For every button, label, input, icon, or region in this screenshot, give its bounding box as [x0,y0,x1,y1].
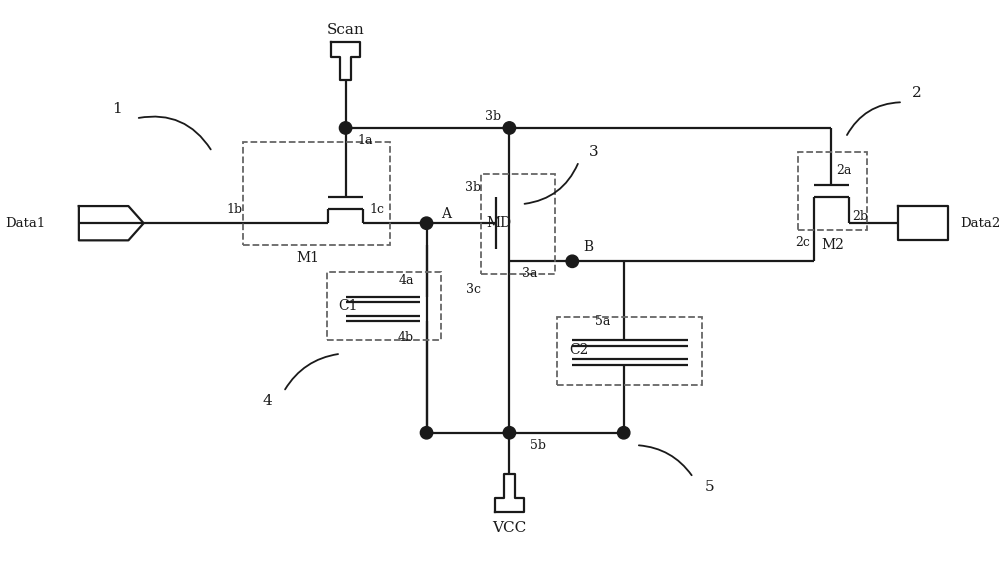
Text: 3b: 3b [485,110,501,123]
Text: 1: 1 [112,102,122,116]
Bar [243,142,390,245]
Text: 3a: 3a [522,267,537,280]
Text: 1a: 1a [357,134,373,147]
Text: C1: C1 [338,299,357,313]
Text: 4a: 4a [399,274,414,287]
Text: 2c: 2c [796,236,810,249]
Text: B: B [584,240,594,254]
Text: Scan: Scan [327,23,364,37]
Text: M2: M2 [822,238,845,252]
Text: 3c: 3c [466,283,481,296]
Text: 5a: 5a [595,315,610,328]
Text: 5: 5 [705,480,714,494]
Circle shape [420,217,433,229]
Text: 1c: 1c [369,204,384,216]
Text: 2b: 2b [852,210,868,223]
Text: M1: M1 [296,251,319,266]
Bar [557,317,702,385]
Text: Data1: Data1 [5,217,46,229]
Text: MD: MD [487,216,512,230]
Text: 5b: 5b [530,439,546,451]
Circle shape [339,122,352,134]
Bar [798,152,867,230]
Bar [327,272,441,340]
Text: C2: C2 [569,343,589,357]
Text: 4: 4 [263,394,272,408]
Text: VCC: VCC [492,521,527,535]
Bar [481,174,555,274]
Text: Data2: Data2 [960,217,1000,229]
Text: 1b: 1b [227,204,243,216]
Text: 2: 2 [912,86,922,99]
Circle shape [503,427,516,439]
Circle shape [618,427,630,439]
Text: A: A [441,206,451,221]
Circle shape [566,255,578,267]
Circle shape [420,427,433,439]
Text: 3b: 3b [465,181,481,194]
Circle shape [503,122,516,134]
Text: 4b: 4b [398,331,414,344]
Text: 2a: 2a [836,164,851,177]
Text: 3: 3 [588,145,598,159]
